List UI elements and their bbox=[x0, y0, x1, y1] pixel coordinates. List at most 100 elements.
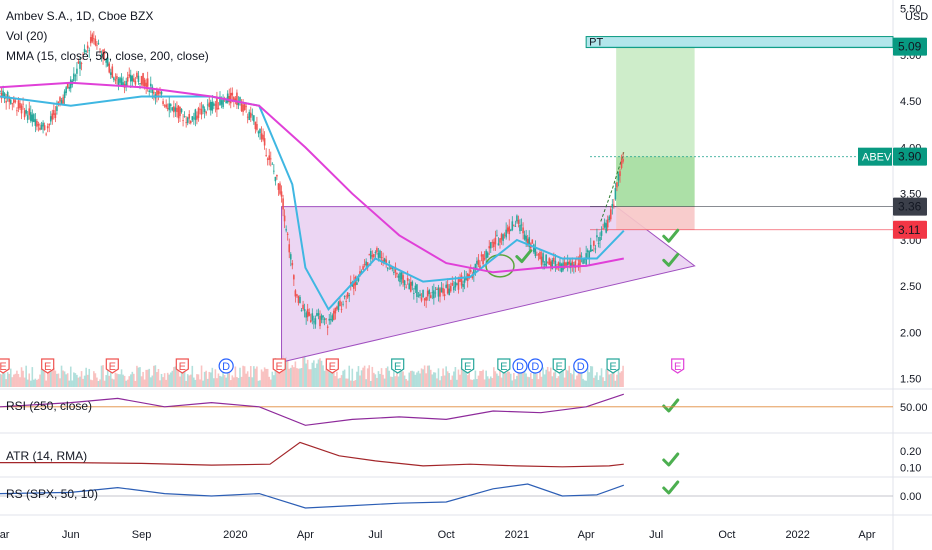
volume-bar bbox=[22, 370, 24, 387]
volume-bar bbox=[317, 359, 320, 387]
volume-bar bbox=[573, 368, 575, 387]
candle-body bbox=[233, 96, 235, 101]
dividend-marker-icon[interactable]: D bbox=[218, 358, 234, 374]
volume-bar bbox=[33, 379, 35, 387]
volume-bar bbox=[496, 373, 498, 387]
earnings-marker-icon[interactable]: E bbox=[41, 358, 55, 374]
candle-body bbox=[22, 103, 24, 105]
x-tick-label: 2021 bbox=[505, 529, 529, 541]
candle-body bbox=[366, 262, 369, 268]
candle-body bbox=[586, 250, 589, 253]
candle-body bbox=[248, 112, 251, 121]
volume-bar bbox=[614, 380, 617, 387]
candle-body bbox=[443, 294, 446, 297]
volume-bar bbox=[603, 380, 606, 387]
rsi-indicator-label[interactable]: RSI (250, close) bbox=[6, 399, 92, 413]
candle-body bbox=[373, 254, 375, 258]
volume-bar bbox=[46, 366, 49, 387]
volume-bar bbox=[39, 374, 41, 387]
earnings-marker-icon[interactable]: E bbox=[0, 358, 10, 374]
volume-bar bbox=[108, 375, 111, 387]
volume-bar bbox=[168, 374, 171, 387]
volume-bar bbox=[463, 369, 466, 387]
candle-body bbox=[483, 258, 486, 260]
volume-bar bbox=[471, 379, 474, 387]
atr-indicator-label[interactable]: ATR (14, RMA) bbox=[6, 449, 87, 463]
volume-bar bbox=[388, 370, 391, 387]
volume-bar bbox=[74, 373, 77, 387]
volume-bar bbox=[308, 369, 311, 387]
price-pane-check-icon bbox=[515, 249, 533, 264]
mma-indicator-label[interactable]: MMA (15, close, 50, close, 200, close) bbox=[6, 49, 209, 63]
candle-body bbox=[346, 292, 349, 298]
candle-body bbox=[25, 109, 27, 114]
volume-bar bbox=[354, 380, 357, 387]
volume-bar bbox=[409, 370, 412, 387]
earnings-marker-icon[interactable]: E bbox=[606, 358, 620, 374]
candle-body bbox=[49, 116, 52, 122]
dividend-marker-icon[interactable]: D bbox=[573, 358, 589, 374]
volume-bar bbox=[205, 370, 207, 387]
volume-bar bbox=[549, 367, 552, 387]
volume-bar bbox=[263, 367, 266, 387]
earnings-marker-icon[interactable]: E bbox=[272, 358, 286, 374]
volume-bar bbox=[34, 378, 37, 387]
earnings-marker-icon[interactable]: E bbox=[325, 358, 339, 374]
candle-body bbox=[263, 138, 266, 146]
target-price-tag-text: 5.09 bbox=[898, 40, 922, 54]
event-marker-label: E bbox=[276, 361, 283, 373]
volume-bar bbox=[580, 372, 583, 387]
candle-body bbox=[516, 215, 518, 222]
candle-body bbox=[9, 99, 12, 104]
price-y-tick-label: 2.50 bbox=[900, 281, 921, 293]
candle-body bbox=[268, 155, 271, 160]
volume-bar bbox=[479, 370, 481, 387]
earnings-marker-icon[interactable]: E bbox=[461, 358, 475, 374]
candle-body bbox=[508, 226, 511, 235]
volume-bar bbox=[56, 373, 58, 387]
earnings-marker-shape bbox=[391, 358, 405, 374]
earnings-marker-icon[interactable]: E bbox=[552, 358, 566, 374]
candle-body bbox=[599, 237, 601, 241]
candle-body bbox=[311, 313, 314, 321]
earnings-marker-icon[interactable]: E bbox=[671, 358, 685, 374]
earnings-marker-shape bbox=[175, 358, 189, 374]
volume-bar bbox=[494, 371, 497, 387]
candle-body bbox=[274, 176, 277, 182]
candle-body bbox=[45, 133, 47, 135]
earnings-marker-icon[interactable]: E bbox=[391, 358, 405, 374]
volume-bar bbox=[319, 358, 321, 387]
dividend-marker-icon[interactable]: D bbox=[512, 358, 528, 374]
volume-bar bbox=[589, 366, 592, 387]
candle-body bbox=[29, 112, 32, 121]
volume-indicator-label[interactable]: Vol (20) bbox=[6, 29, 47, 43]
event-marker-label: E bbox=[556, 361, 563, 373]
candle-body bbox=[336, 306, 338, 309]
candle-body bbox=[209, 101, 212, 111]
volume-bar bbox=[602, 377, 604, 387]
volume-bar bbox=[94, 373, 97, 387]
candle-body bbox=[422, 289, 424, 298]
volume-bar bbox=[377, 371, 380, 387]
atr-y-tick-label: 0.10 bbox=[900, 463, 921, 475]
earnings-marker-icon[interactable]: E bbox=[175, 358, 189, 374]
volume-bar bbox=[176, 369, 178, 387]
candle-body bbox=[222, 97, 224, 108]
volume-bar bbox=[597, 379, 600, 387]
volume-bar bbox=[483, 379, 486, 387]
volume-bar bbox=[594, 375, 597, 387]
earnings-marker-icon[interactable]: E bbox=[497, 358, 511, 374]
volume-bar bbox=[208, 371, 211, 387]
candle-body bbox=[68, 86, 71, 89]
rs-indicator-label[interactable]: RS (SPX, 50, 10) bbox=[6, 487, 98, 501]
volume-bar bbox=[368, 365, 371, 387]
volume-bar bbox=[271, 371, 274, 387]
candle-body bbox=[280, 191, 283, 197]
volume-bar bbox=[336, 371, 338, 387]
volume-bar bbox=[560, 371, 563, 387]
candle-body bbox=[400, 272, 403, 280]
earnings-marker-icon[interactable]: E bbox=[105, 358, 119, 374]
dividend-marker-icon[interactable]: D bbox=[527, 358, 543, 374]
candle-body bbox=[571, 261, 574, 266]
